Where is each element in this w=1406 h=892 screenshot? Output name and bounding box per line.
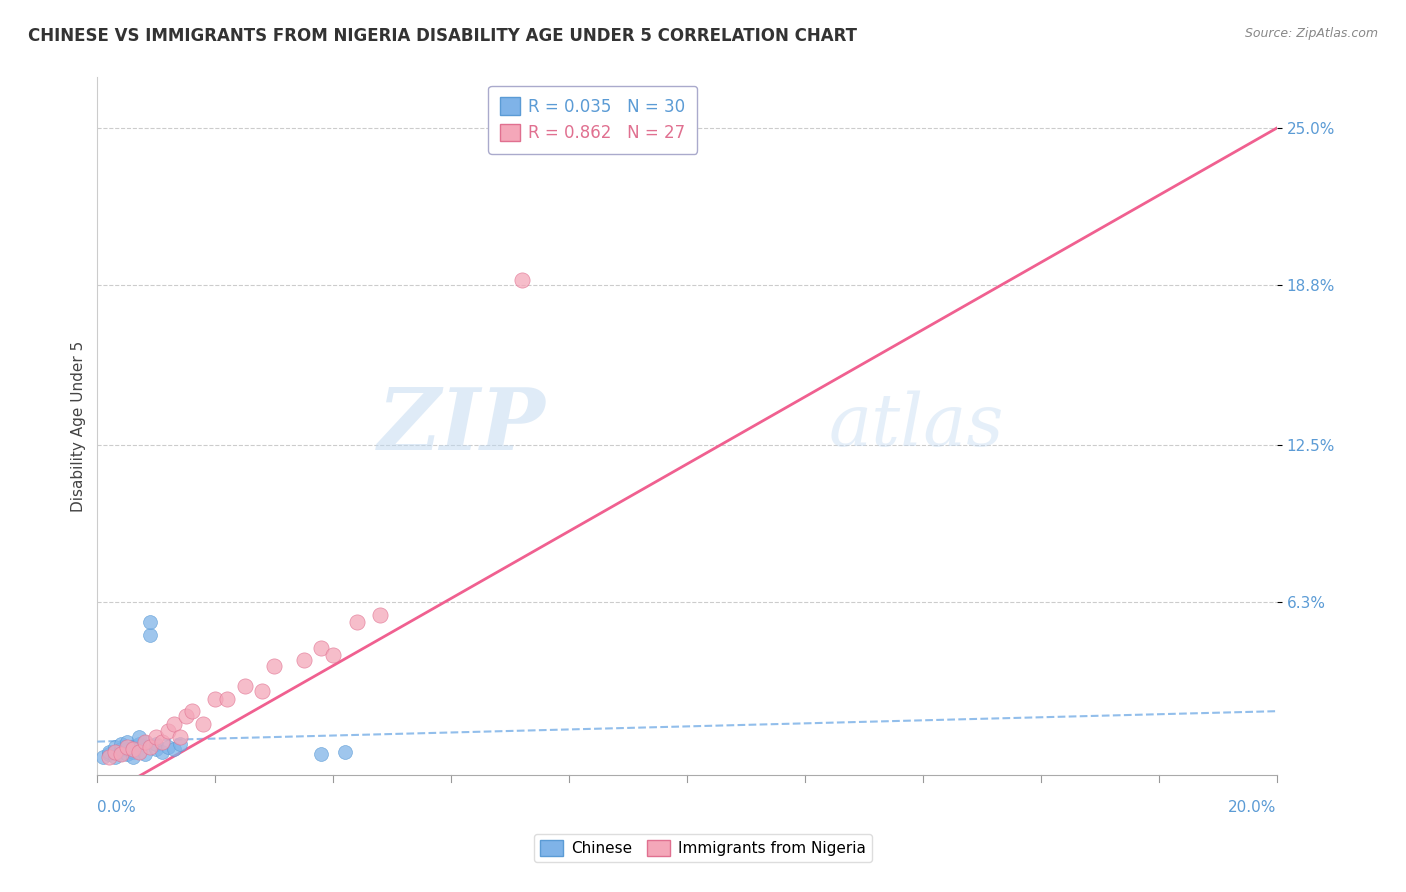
Point (91, 749, 114, 764)
Point (98, 749, 121, 764)
Point (333, 745, 356, 759)
Point (115, 747, 138, 762)
Point (292, 653, 315, 667)
Point (115, 739, 138, 754)
Point (139, 615, 162, 630)
Point (134, 734, 156, 748)
Point (121, 745, 143, 759)
Point (104, 745, 127, 759)
Point (128, 745, 150, 759)
Point (163, 717, 186, 731)
Point (150, 734, 173, 748)
Point (121, 742, 143, 756)
Legend: Chinese, Immigrants from Nigeria: Chinese, Immigrants from Nigeria (534, 834, 872, 862)
Point (134, 734, 156, 748)
Point (204, 691, 226, 706)
Text: ZIP: ZIP (378, 384, 546, 467)
Point (139, 628, 162, 642)
Point (110, 742, 132, 756)
Point (110, 747, 132, 762)
Point (145, 737, 167, 751)
Text: 0.0%: 0.0% (97, 799, 136, 814)
Point (98, 747, 121, 762)
Point (510, 273, 533, 287)
Point (163, 742, 186, 756)
Point (128, 730, 150, 744)
Point (128, 745, 150, 759)
Point (110, 737, 132, 751)
Point (121, 739, 143, 754)
Point (145, 730, 167, 744)
Point (233, 679, 256, 693)
Point (263, 658, 285, 673)
Point (370, 607, 392, 622)
Point (169, 737, 191, 751)
Point (180, 704, 202, 718)
Point (104, 749, 127, 764)
Point (311, 640, 333, 655)
Point (322, 648, 344, 663)
Point (157, 739, 180, 754)
Point (193, 717, 215, 731)
Legend: R = 0.035   N = 30, R = 0.862   N = 27: R = 0.035 N = 30, R = 0.862 N = 27 (488, 86, 697, 153)
Point (217, 691, 239, 706)
Point (150, 745, 173, 759)
Text: atlas: atlas (828, 391, 1004, 461)
Point (115, 734, 138, 748)
Point (174, 709, 197, 723)
Text: CHINESE VS IMMIGRANTS FROM NIGERIA DISABILITY AGE UNDER 5 CORRELATION CHART: CHINESE VS IMMIGRANTS FROM NIGERIA DISAB… (28, 27, 858, 45)
Point (104, 745, 127, 759)
Point (134, 747, 156, 762)
Point (169, 730, 191, 744)
Point (157, 724, 180, 739)
Point (98, 745, 121, 759)
Y-axis label: Disability Age Under 5: Disability Age Under 5 (72, 341, 86, 512)
Point (139, 739, 162, 754)
Point (110, 747, 132, 762)
Text: Source: ZipAtlas.com: Source: ZipAtlas.com (1244, 27, 1378, 40)
Text: 20.0%: 20.0% (1229, 799, 1277, 814)
Point (252, 684, 274, 698)
Point (346, 615, 368, 630)
Point (311, 747, 333, 762)
Point (128, 737, 150, 751)
Point (145, 742, 167, 756)
Point (104, 739, 127, 754)
Point (121, 749, 143, 764)
Point (115, 742, 138, 756)
